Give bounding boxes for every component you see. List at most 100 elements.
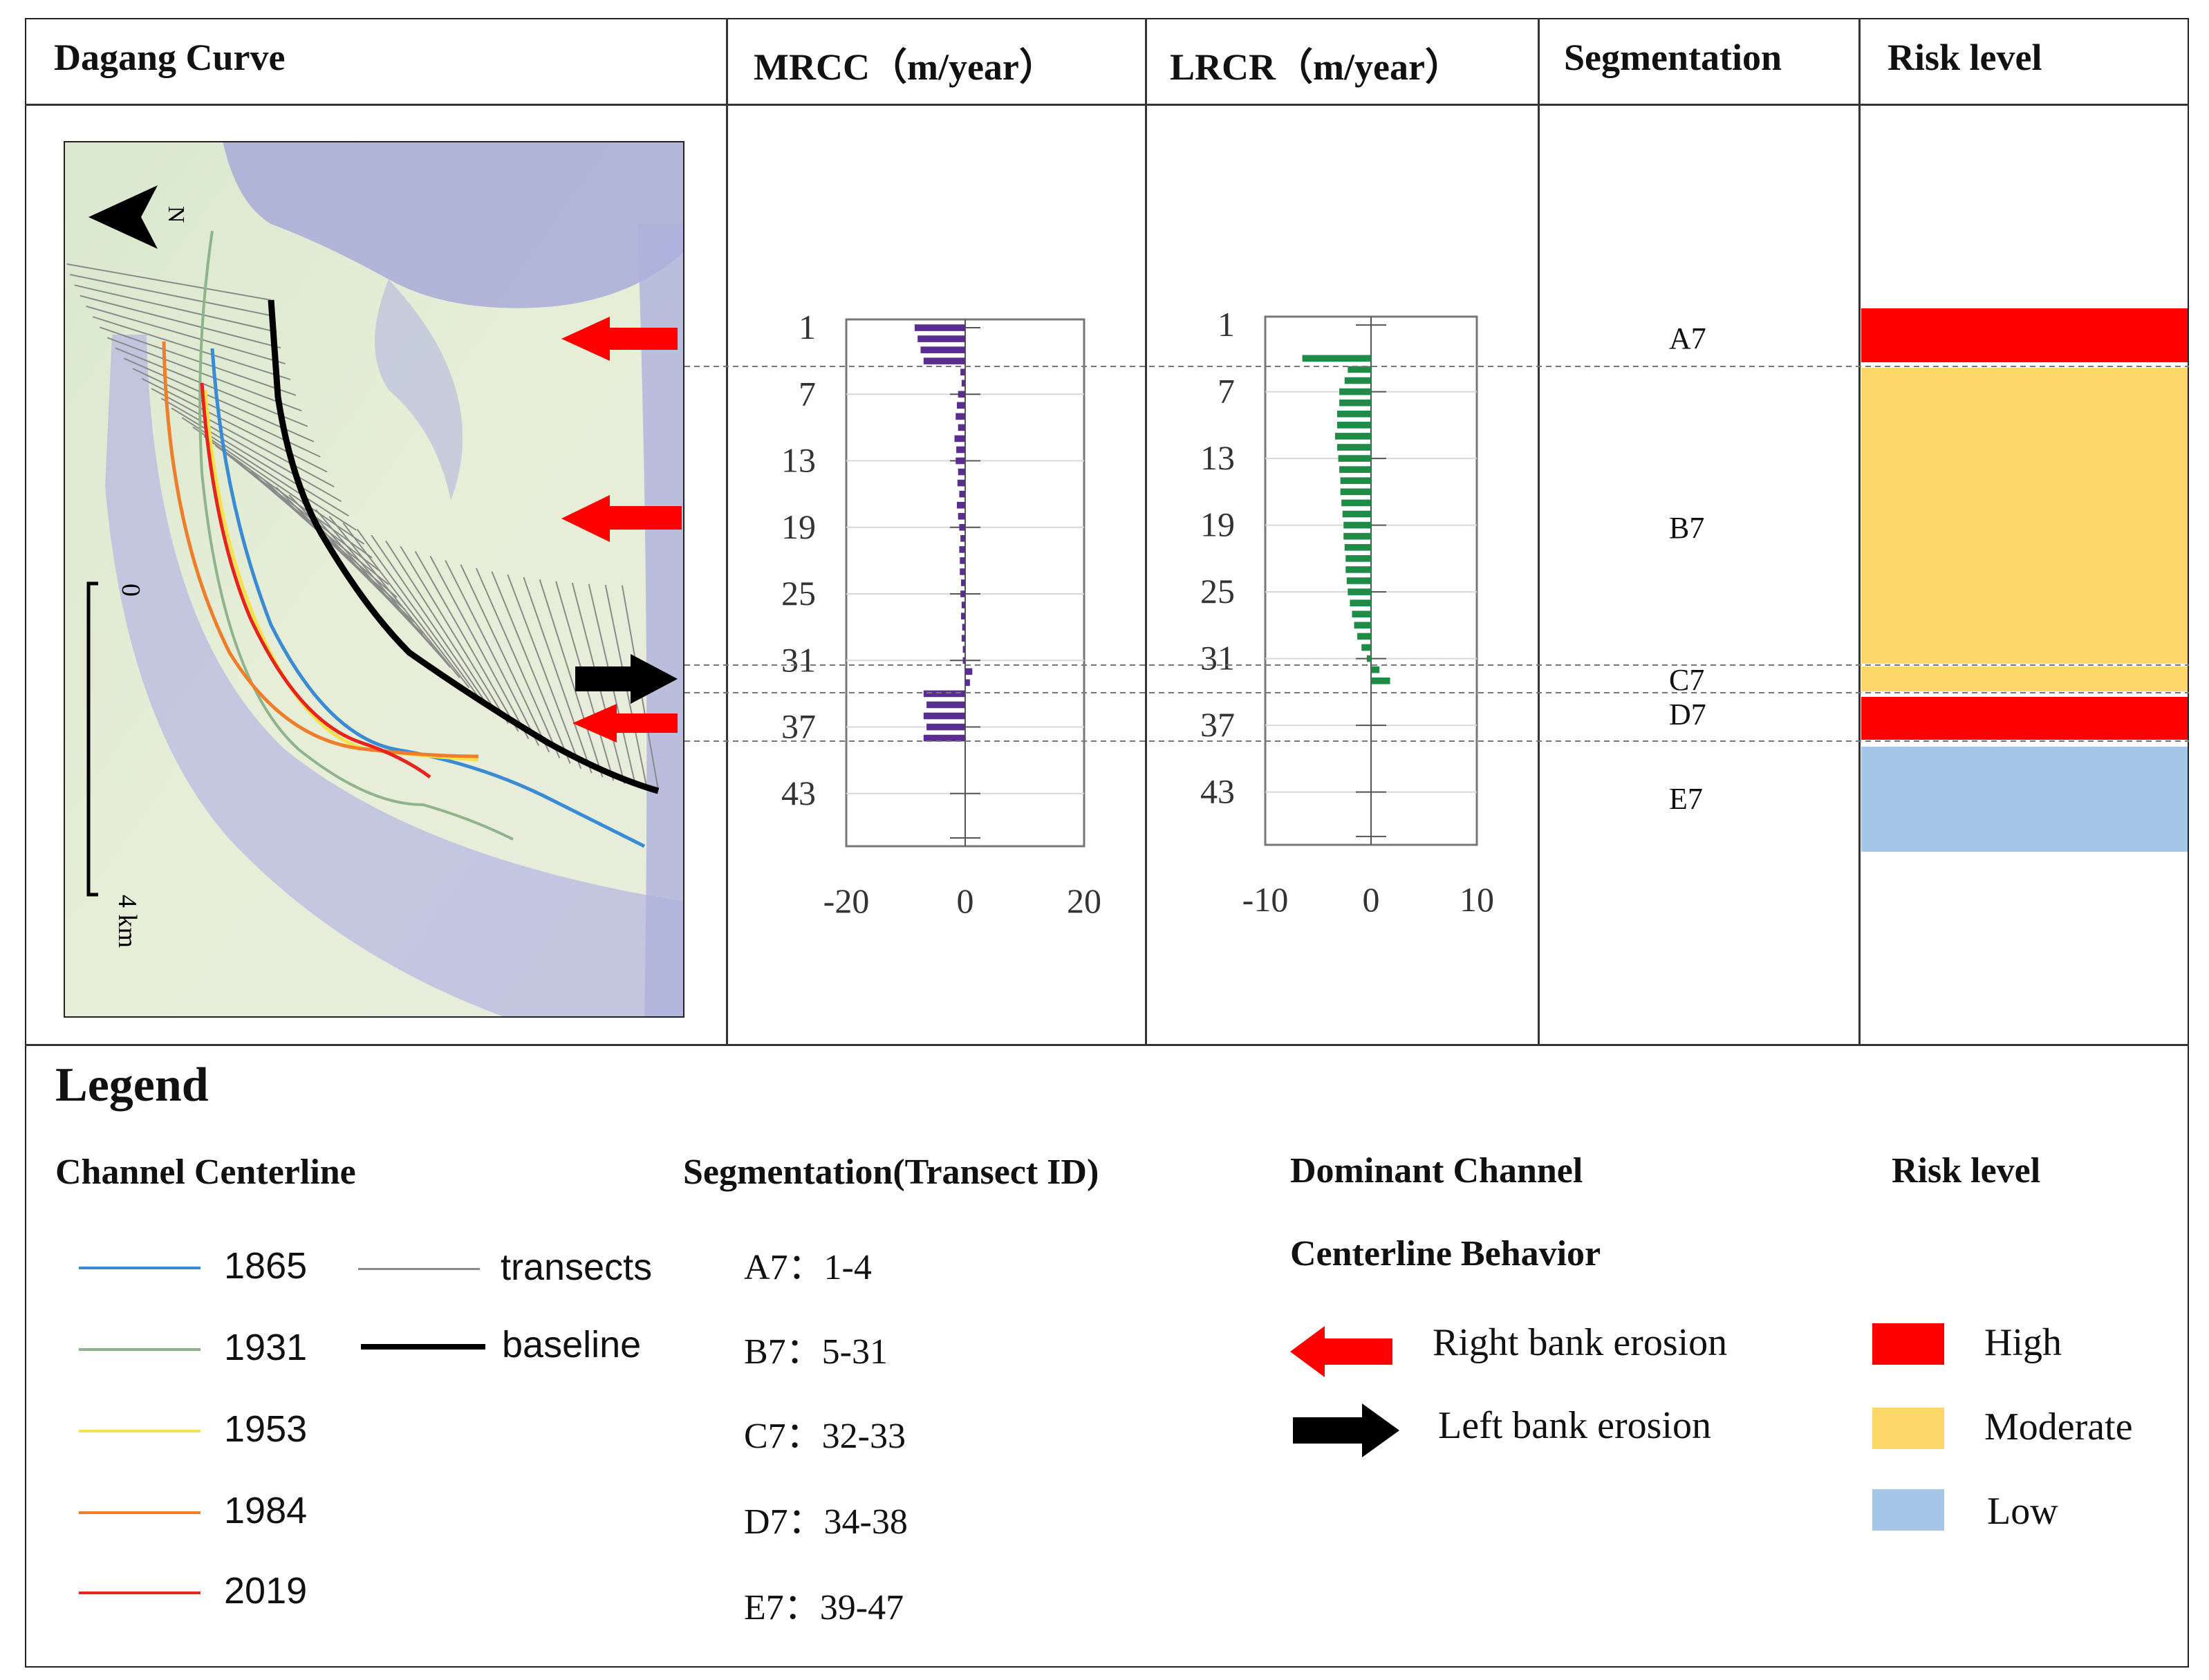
legend-segment-e7: E7：39-47 xyxy=(744,1588,904,1627)
bar-5 xyxy=(1348,366,1371,373)
transect-line xyxy=(160,398,342,503)
ytick-label-7: 7 xyxy=(799,374,816,413)
transect-line xyxy=(400,545,509,725)
bar-16 xyxy=(1340,488,1371,496)
segment-guides xyxy=(684,366,2189,742)
legend-swatch-1984 xyxy=(79,1511,201,1514)
bar-30 xyxy=(1361,644,1371,651)
bar-2 xyxy=(917,335,965,342)
bar-24 xyxy=(1346,577,1371,584)
ytick-label-19: 19 xyxy=(1200,505,1235,544)
segment-label-d7: D7 xyxy=(1669,698,1706,731)
legend-swatch-transects xyxy=(358,1268,480,1270)
bar-12 xyxy=(956,446,965,454)
bar-21 xyxy=(1344,543,1371,551)
transect-line xyxy=(74,284,277,333)
bar-27 xyxy=(960,613,965,619)
legend-label-1865: 1865 xyxy=(224,1245,308,1287)
bar-13 xyxy=(1338,455,1371,462)
bar-14 xyxy=(1339,466,1371,473)
legend-risk-high-label: High xyxy=(1984,1321,2062,1364)
bar-27 xyxy=(1352,610,1371,618)
bar-18 xyxy=(1342,510,1371,518)
col-divider-3 xyxy=(1538,18,1540,1045)
transect-line xyxy=(523,577,593,774)
legend-risk-moderate-swatch xyxy=(1872,1408,1944,1449)
risk-block-a7 xyxy=(1861,308,2188,362)
scale-bar xyxy=(86,581,98,897)
legend-label-1953: 1953 xyxy=(224,1408,308,1450)
legend-swatch-baseline xyxy=(361,1344,485,1350)
bar-19 xyxy=(1343,521,1371,529)
legend-segment-b7: B7：5-31 xyxy=(744,1332,888,1372)
ytick-label-37: 37 xyxy=(1200,705,1235,744)
transect-line xyxy=(414,551,519,732)
bar-15 xyxy=(957,479,965,487)
transect-line xyxy=(491,571,571,764)
bar-25 xyxy=(1348,588,1371,595)
legend-behavior-title-line2: Centerline Behavior xyxy=(1290,1234,1601,1273)
bar-11 xyxy=(1334,433,1371,440)
bar-12 xyxy=(1337,444,1371,451)
bar-15 xyxy=(1340,477,1371,485)
bar-10 xyxy=(1337,421,1371,429)
transect-line xyxy=(460,564,550,753)
legend-divider xyxy=(25,1044,2189,1046)
legend-swatch-1865 xyxy=(79,1267,201,1269)
xtick-label-0: 0 xyxy=(1363,880,1380,919)
bar-32 xyxy=(1371,666,1380,673)
bar-13 xyxy=(956,457,965,465)
bar-31 xyxy=(962,657,965,664)
legend-segment-c7: C7：32-33 xyxy=(744,1417,906,1456)
legend-label-baseline: baseline xyxy=(502,1324,642,1365)
transect-line xyxy=(475,568,561,758)
lrcr-chart: 1 7 13 19 25 31 37 43 -10 0 10 xyxy=(1200,305,1494,919)
ytick-label-25: 25 xyxy=(1200,572,1235,610)
risk-block-e7 xyxy=(1861,747,2188,852)
bar-23 xyxy=(960,568,965,575)
bar-31 xyxy=(1366,655,1371,662)
transect-line xyxy=(92,316,291,380)
bar-5 xyxy=(960,368,965,376)
legend-right-erosion-arrow-icon xyxy=(1290,1326,1392,1377)
transect-line xyxy=(100,326,297,396)
xtick-label-10: 10 xyxy=(1460,880,1494,919)
legend-label-transects: transects xyxy=(501,1247,653,1288)
bar-30 xyxy=(962,646,965,653)
bar-17 xyxy=(956,501,965,509)
bar-23 xyxy=(1345,566,1371,573)
legend-segment-d7: D7：34-38 xyxy=(744,1502,908,1542)
legend-label-1984: 1984 xyxy=(224,1490,308,1531)
ytick-label-1: 1 xyxy=(1218,305,1235,344)
transect-line xyxy=(151,388,335,487)
map-baseline xyxy=(268,299,660,794)
legend-risk-high-swatch xyxy=(1872,1323,1944,1365)
bar-9 xyxy=(1337,410,1371,418)
bar-3 xyxy=(920,346,965,353)
segment-label-b7: B7 xyxy=(1669,511,1705,545)
ytick-label-19: 19 xyxy=(781,507,816,546)
ytick-label-43: 43 xyxy=(1200,772,1235,811)
ytick-label-25: 25 xyxy=(781,574,816,613)
bar-21 xyxy=(959,546,965,553)
transect-line xyxy=(66,263,272,301)
legend-risk-low-swatch xyxy=(1872,1489,1944,1531)
header-mrcc: MRCC（m/year） xyxy=(754,46,1056,88)
map-water-east xyxy=(637,224,684,1018)
ytick-label-31: 31 xyxy=(781,640,816,679)
transect-line xyxy=(70,274,274,317)
legend-behavior-title-line1: Dominant Channel xyxy=(1290,1151,1583,1191)
north-label: N xyxy=(163,206,189,223)
bar-36 xyxy=(923,712,965,720)
ytick-label-1: 1 xyxy=(799,308,816,346)
segment-label-e7: E7 xyxy=(1669,782,1703,816)
transect-line xyxy=(86,306,286,365)
bar-34 xyxy=(923,690,965,698)
right-bank-erosion-arrow-1 xyxy=(561,317,678,361)
bar-38 xyxy=(923,734,965,742)
right-bank-erosion-arrow-3 xyxy=(572,704,678,743)
figure-frame xyxy=(25,18,2189,1668)
legend-risk-title: Risk level xyxy=(1892,1151,2041,1191)
legend-segment-a7: A7：1-4 xyxy=(744,1248,872,1287)
bar-28 xyxy=(962,624,965,631)
